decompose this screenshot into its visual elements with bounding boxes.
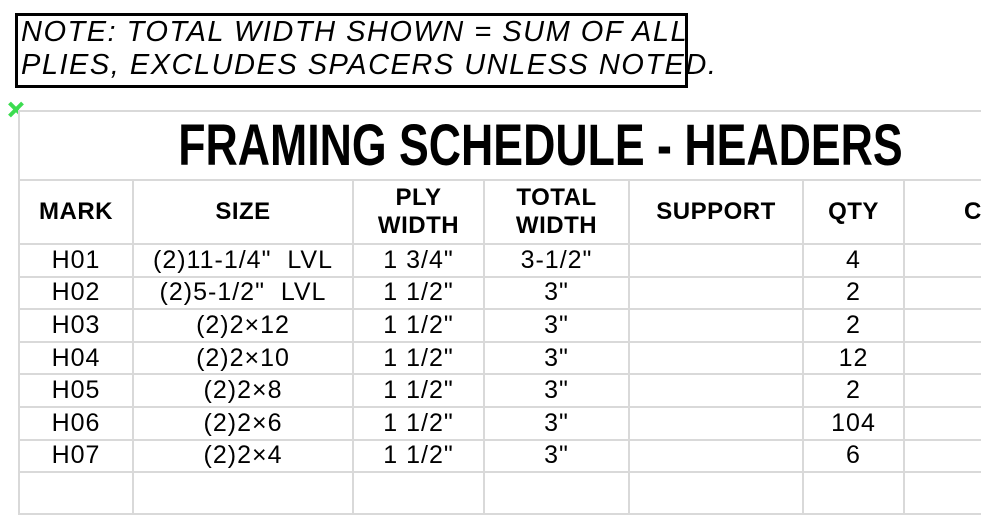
cell-support [628, 471, 804, 515]
schedule-title-cell: FRAMING SCHEDULE - HEADERS [18, 110, 981, 181]
col-header-qty: QTY [802, 179, 905, 245]
cell-support [628, 308, 804, 343]
schedule-row-h02: H02 (2)5-1/2" LVL 1 1/2" 3" 2 [18, 275, 981, 311]
cell-total-width: 3" [483, 373, 630, 408]
cell-total-width: 3" [483, 340, 630, 376]
cell-size [132, 471, 354, 515]
schedule-row-h04: H04 (2)2×10 1 1/2" 3" 12 [18, 340, 981, 376]
cell-ply-width: 1 1/2" [352, 340, 485, 376]
cell-comments [903, 438, 981, 474]
schedule-title-row: FRAMING SCHEDULE - HEADERS [18, 110, 981, 181]
cell-support [628, 373, 804, 408]
framing-schedule-table: FRAMING SCHEDULE - HEADERS MARK SIZE PLY… [18, 110, 981, 515]
cell-mark: H01 [18, 243, 134, 278]
cell-support [628, 438, 804, 474]
cell-comments [903, 308, 981, 343]
cell-size: (2)2×6 [132, 405, 354, 441]
cell-size: (2)2×8 [132, 373, 354, 408]
cell-qty: 6 [802, 438, 905, 474]
cell-size: (2)2×12 [132, 308, 354, 343]
cell-ply-width: 1 1/2" [352, 405, 485, 441]
cell-mark: H05 [18, 373, 134, 408]
cell-total-width: 3" [483, 438, 630, 474]
col-header-support: SUPPORT [628, 179, 804, 245]
cell-ply-width: 1 1/2" [352, 275, 485, 311]
schedule-row-h01: H01 (2)11-1/4" LVL 1 3/4" 3-1/2" 4 [18, 243, 981, 278]
schedule-row-h06: H06 (2)2×6 1 1/2" 3" 104 [18, 405, 981, 441]
cell-size: (2)2×10 [132, 340, 354, 376]
cell-ply-width [352, 471, 485, 515]
cell-size: (2)5-1/2" LVL [132, 275, 354, 311]
cell-total-width: 3" [483, 405, 630, 441]
cell-qty: 4 [802, 243, 905, 278]
cell-ply-width: 1 1/2" [352, 373, 485, 408]
cell-total-width: 3" [483, 308, 630, 343]
cell-support [628, 243, 804, 278]
cell-mark: H06 [18, 405, 134, 441]
cell-comments [903, 373, 981, 408]
cell-total-width [483, 471, 630, 515]
schedule-row-partial [18, 471, 981, 515]
cell-support [628, 405, 804, 441]
cell-qty: 2 [802, 308, 905, 343]
cell-ply-width: 1 1/2" [352, 438, 485, 474]
cell-qty: 2 [802, 275, 905, 311]
col-header-ply-width: PLY WIDTH [352, 179, 485, 245]
schedule-title: FRAMING SCHEDULE - HEADERS [177, 113, 903, 178]
cell-ply-width: 1 1/2" [352, 308, 485, 343]
note-line-1: NOTE: TOTAL WIDTH SHOWN = SUM OF ALL [21, 16, 689, 48]
cell-mark: H03 [18, 308, 134, 343]
cell-mark [18, 471, 134, 515]
col-header-mark: MARK [18, 179, 134, 245]
cell-mark: H07 [18, 438, 134, 474]
cell-size: (2)2×4 [132, 438, 354, 474]
col-header-comments: CO [903, 179, 981, 245]
cell-mark: H04 [18, 340, 134, 376]
cell-comments [903, 275, 981, 311]
note-line-2: PLIES, EXCLUDES SPACERS UNLESS NOTED. [21, 49, 718, 81]
cell-support [628, 275, 804, 311]
cell-comments [903, 340, 981, 376]
cell-qty [802, 471, 905, 515]
cell-qty: 12 [802, 340, 905, 376]
cell-size: (2)11-1/4" LVL [132, 243, 354, 278]
cell-qty: 104 [802, 405, 905, 441]
schedule-row-h03: H03 (2)2×12 1 1/2" 3" 2 [18, 308, 981, 343]
cell-support [628, 340, 804, 376]
cell-qty: 2 [802, 373, 905, 408]
note-box: NOTE: TOTAL WIDTH SHOWN = SUM OF ALL PLI… [15, 13, 718, 88]
schedule-header-row: MARK SIZE PLY WIDTH TOTAL WIDTH SUPPORT … [18, 179, 981, 245]
cell-comments [903, 243, 981, 278]
cell-comments [903, 405, 981, 441]
schedule-row-h07: H07 (2)2×4 1 1/2" 3" 6 [18, 438, 981, 474]
cell-total-width: 3" [483, 275, 630, 311]
schedule-row-h05: H05 (2)2×8 1 1/2" 3" 2 [18, 373, 981, 408]
col-header-size: SIZE [132, 179, 354, 245]
cell-mark: H02 [18, 275, 134, 311]
col-header-total-width: TOTAL WIDTH [483, 179, 630, 245]
cell-ply-width: 1 3/4" [352, 243, 485, 278]
cell-comments [903, 471, 981, 515]
cell-total-width: 3-1/2" [483, 243, 630, 278]
